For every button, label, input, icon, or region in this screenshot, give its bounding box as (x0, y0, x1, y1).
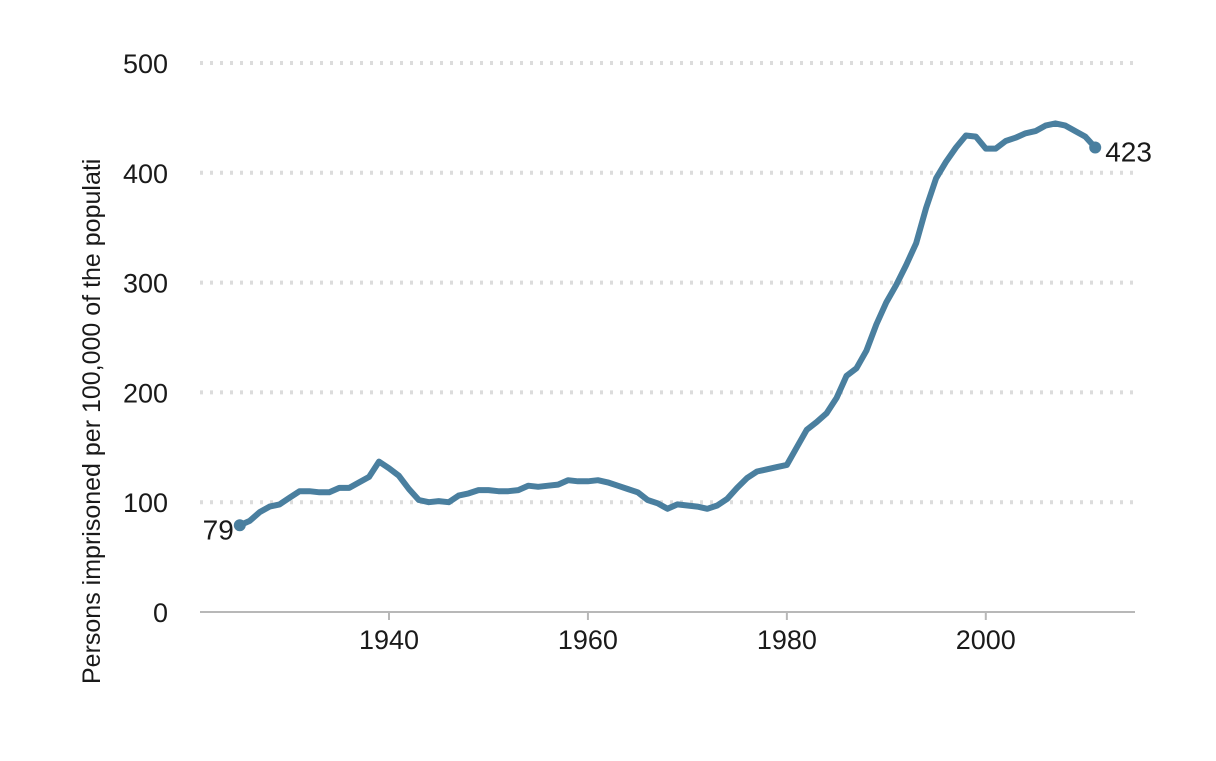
y-tick-label: 100 (123, 488, 168, 518)
y-tick-label: 0 (153, 598, 168, 628)
start-point-marker (233, 519, 246, 532)
x-tick-label: 1940 (359, 625, 419, 655)
x-tick-label: 2000 (956, 625, 1016, 655)
y-tick-label: 400 (123, 159, 168, 189)
x-tick-label: 1980 (757, 625, 817, 655)
y-tick-label: 300 (123, 269, 168, 299)
y-tick-label: 500 (123, 49, 168, 79)
x-axis-tick-labels: 1940 1960 1980 2000 (359, 612, 1016, 655)
gridlines (200, 61, 1135, 505)
y-axis-title: Persons imprisoned per 100,000 of the po… (78, 159, 106, 684)
start-value-label: 79 (203, 514, 234, 545)
x-tick-label: 1960 (558, 625, 618, 655)
y-axis-tick-labels: 0 100 200 300 400 500 (123, 49, 168, 628)
y-tick-label: 200 (123, 378, 168, 408)
series-line (236, 120, 1099, 529)
end-value-label: 423 (1105, 137, 1152, 168)
end-point-marker (1089, 141, 1102, 154)
